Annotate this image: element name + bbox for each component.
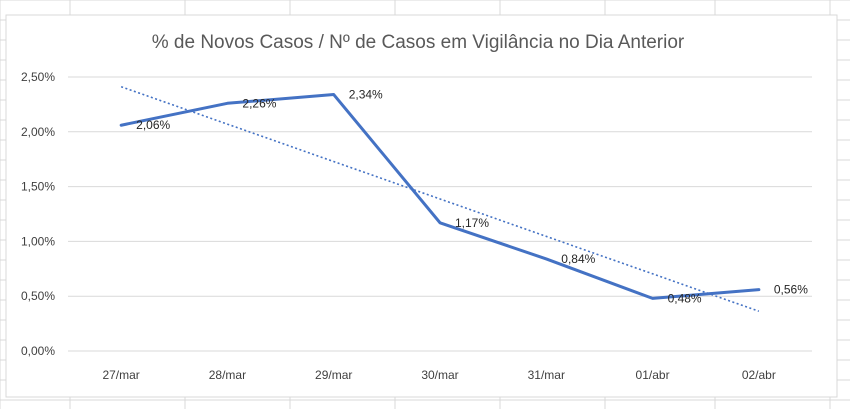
data-label: 2,06% (136, 118, 170, 132)
chart-title: % de Novos Casos / Nº de Casos em Vigilâ… (152, 32, 685, 53)
data-label: 0,84% (561, 252, 595, 266)
data-label: 1,17% (455, 216, 489, 230)
x-tick-label: 31/mar (528, 368, 565, 382)
data-label: 2,26% (242, 96, 276, 110)
data-point[interactable] (650, 295, 656, 301)
trendline (120, 85, 760, 312)
data-point[interactable] (224, 100, 230, 106)
x-tick-label: 29/mar (315, 368, 352, 382)
x-tick-label: 01/abr (636, 368, 670, 382)
x-tick-label: 02/abr (742, 368, 776, 382)
data-labels: 2,06% 2,26% 2,34% 1,17% 0,84% 0,48% 0,56% (136, 88, 808, 306)
y-tick-label: 0,00% (21, 344, 55, 358)
gridlines (68, 76, 812, 352)
y-tick-label: 1,50% (21, 180, 55, 194)
data-label: 2,34% (349, 88, 383, 102)
data-label: 0,56% (774, 283, 808, 297)
x-tick-label: 30/mar (421, 368, 458, 382)
data-point[interactable] (331, 92, 337, 98)
x-tick-label: 28/mar (209, 368, 246, 382)
y-tick-label: 2,50% (21, 70, 55, 84)
series-group (118, 85, 762, 312)
x-axis-tick-labels: 27/mar 28/mar 29/mar 30/mar 31/mar 01/abr 02/a… (102, 368, 775, 382)
y-tick-label: 1,00% (21, 234, 55, 248)
data-point[interactable] (543, 256, 549, 262)
y-axis-tick-labels: 0,00% 0,50% 1,00% 1,50% 2,00% 2,50% (21, 70, 55, 358)
series-line[interactable] (119, 93, 761, 300)
y-tick-label: 2,00% (21, 125, 55, 139)
data-point[interactable] (118, 122, 124, 128)
y-tick-label: 0,50% (21, 289, 55, 303)
x-tick-label: 27/mar (102, 368, 139, 382)
data-label: 0,48% (668, 291, 702, 305)
data-point[interactable] (437, 220, 443, 226)
data-point[interactable] (756, 287, 762, 293)
chart-area[interactable] (5, 14, 838, 398)
